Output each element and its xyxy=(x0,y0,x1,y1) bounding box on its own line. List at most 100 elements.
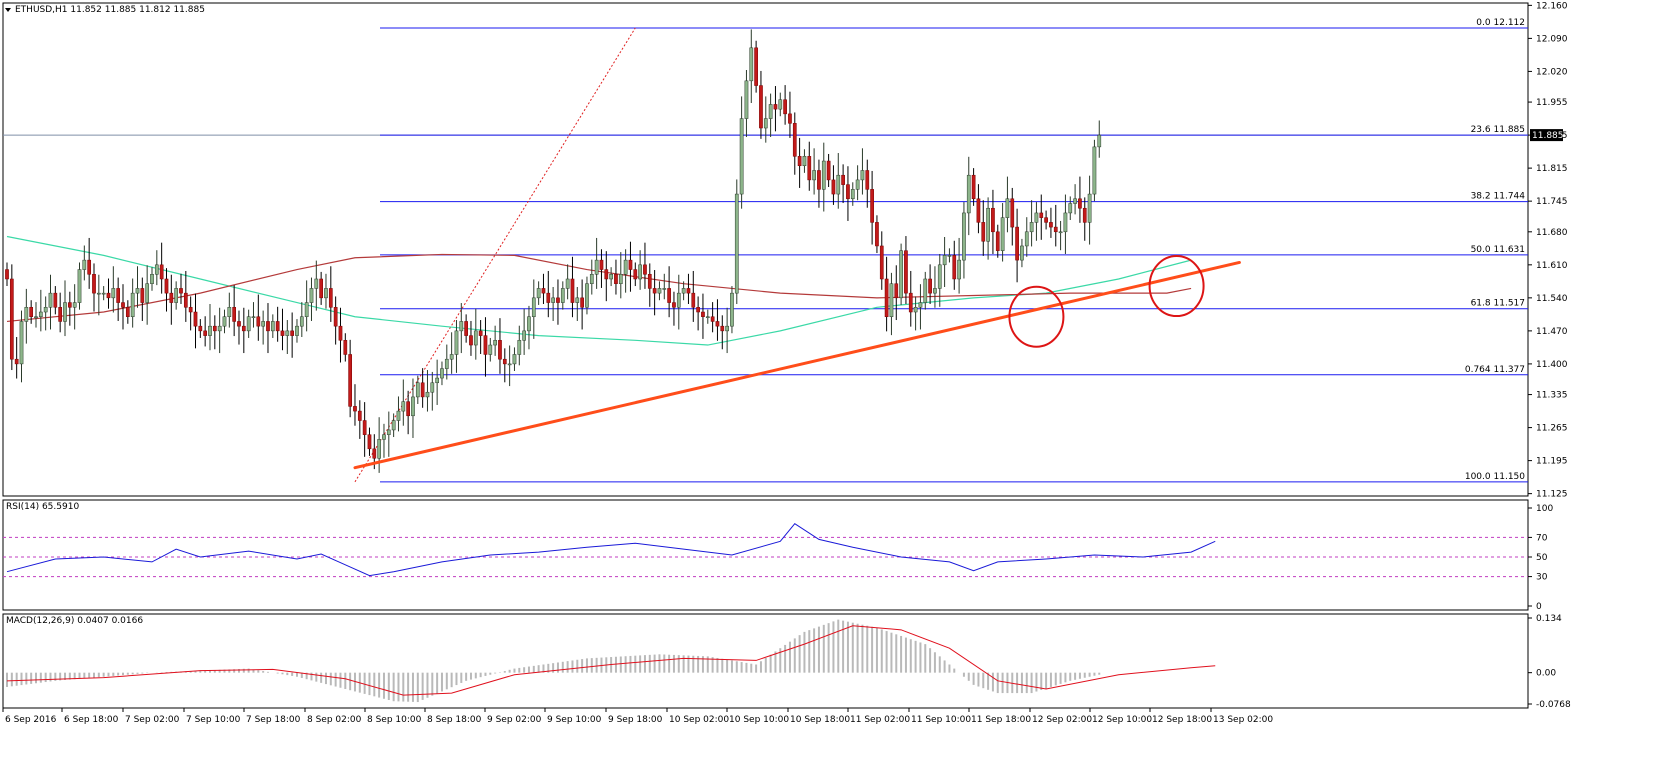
bear-candle xyxy=(406,401,410,417)
bull-candle xyxy=(285,330,290,336)
bull-candle xyxy=(734,193,739,294)
bull-candle xyxy=(82,259,87,270)
x-tick-label: 11 Sep 02:00 xyxy=(850,715,910,725)
bull-candle xyxy=(1097,134,1102,148)
fib-level-label: 61.8 11.517 xyxy=(1471,299,1525,309)
red-moving-average xyxy=(6,253,1192,323)
bull-candle xyxy=(957,259,961,280)
macd-tick-label: -0.0768 xyxy=(1536,700,1571,710)
bear-candle xyxy=(884,278,889,317)
y-tick-label: 11.470 xyxy=(1536,327,1568,337)
bear-candle xyxy=(5,269,9,280)
bear-candle xyxy=(256,316,261,327)
bear-candle xyxy=(894,283,899,299)
bull-candle xyxy=(522,330,526,341)
bear-candle xyxy=(686,288,691,294)
bear-candle xyxy=(556,297,560,303)
bear-candle xyxy=(715,321,720,327)
x-tick-label: 6 Sep 2016 xyxy=(5,715,57,725)
fib-level-percent: 23.6 xyxy=(1471,125,1491,135)
bull-candle xyxy=(314,278,319,289)
y-tick-label: 12.020 xyxy=(1536,67,1568,77)
bear-candle xyxy=(643,264,647,275)
bear-candle xyxy=(971,174,976,200)
x-tick-label: 12 Sep 02:00 xyxy=(1032,715,1092,725)
bear-candle xyxy=(1039,212,1044,218)
x-tick-label: 13 Sep 02:00 xyxy=(1213,715,1273,725)
bull-candle xyxy=(565,278,570,289)
bull-candle xyxy=(208,325,212,336)
bear-candle xyxy=(797,156,802,167)
bull-candle xyxy=(585,283,589,308)
rsi-label: RSI(14) 65.5910 xyxy=(6,502,79,512)
fib-level-percent: 61.8 xyxy=(1471,299,1491,309)
bull-candle xyxy=(739,118,744,195)
x-tick-label: 11 Sep 18:00 xyxy=(971,715,1031,725)
macd-tick-label: 0.134 xyxy=(1536,614,1562,624)
bear-candle xyxy=(696,307,700,313)
bear-candle xyxy=(9,278,14,360)
bear-candle xyxy=(633,269,638,280)
fib-level-price: 11.150 xyxy=(1494,472,1526,482)
bear-candle xyxy=(570,278,575,303)
fib-level-price: 12.112 xyxy=(1494,18,1526,28)
fib-level-price: 11.885 xyxy=(1494,125,1526,135)
bear-candle xyxy=(367,434,372,450)
x-tick-label: 12 Sep 18:00 xyxy=(1152,715,1212,725)
bull-candle xyxy=(425,391,430,398)
bear-candle xyxy=(232,307,237,322)
bull-candle xyxy=(923,278,928,303)
bear-candle xyxy=(759,85,763,129)
bear-candle xyxy=(58,307,63,322)
bear-candle xyxy=(188,307,193,313)
bear-candle xyxy=(343,340,348,355)
bull-candle xyxy=(77,269,82,303)
bull-candle xyxy=(411,396,415,417)
fib-level-label: 38.2 11.744 xyxy=(1471,192,1526,202)
bull-candle xyxy=(836,174,841,195)
bull-candle xyxy=(918,302,923,308)
bear-candle xyxy=(701,311,705,317)
bear-candle xyxy=(599,259,604,270)
bear-candle xyxy=(1053,226,1058,233)
bull-candle xyxy=(855,179,860,190)
bear-candle xyxy=(846,184,850,200)
bear-candle xyxy=(159,264,164,280)
bull-candle xyxy=(575,297,580,303)
bull-candle xyxy=(662,288,667,290)
bear-candle xyxy=(353,406,357,412)
bear-candle xyxy=(580,297,584,308)
bear-candle xyxy=(14,358,19,365)
x-tick-label: 6 Sep 18:00 xyxy=(64,715,119,725)
bear-candle xyxy=(275,321,280,332)
bull-candle xyxy=(933,288,937,294)
bull-candle xyxy=(48,292,53,308)
bear-candle xyxy=(652,288,657,294)
bull-candle xyxy=(560,288,565,303)
bear-candle xyxy=(807,156,812,181)
bull-candle xyxy=(391,420,396,431)
bear-candle xyxy=(841,174,845,185)
rsi-tick-label: 70 xyxy=(1536,533,1548,543)
bear-candle xyxy=(198,325,203,332)
bear-candle xyxy=(87,259,92,275)
bull-candle xyxy=(251,316,256,318)
symbol-header: ETHUSD,H1 11.852 11.885 11.812 11.885 xyxy=(15,5,205,15)
bear-candle xyxy=(783,99,787,115)
fib-level-label: 23.6 11.885 xyxy=(1471,125,1525,135)
bear-candle xyxy=(720,325,725,332)
fib-level-percent: 0.0 xyxy=(1476,18,1491,28)
bull-candle xyxy=(778,99,783,110)
bear-candle xyxy=(106,292,111,299)
x-tick-label: 8 Sep 10:00 xyxy=(367,715,422,725)
bull-candle xyxy=(473,330,478,346)
bull-candle xyxy=(222,316,227,327)
bear-candle xyxy=(212,325,217,332)
bull-candle xyxy=(324,288,328,299)
bear-candle xyxy=(125,307,130,317)
rsi-panel xyxy=(2,499,1529,611)
bull-candle xyxy=(531,297,536,317)
bear-candle xyxy=(667,288,671,303)
bull-candle xyxy=(850,189,855,200)
